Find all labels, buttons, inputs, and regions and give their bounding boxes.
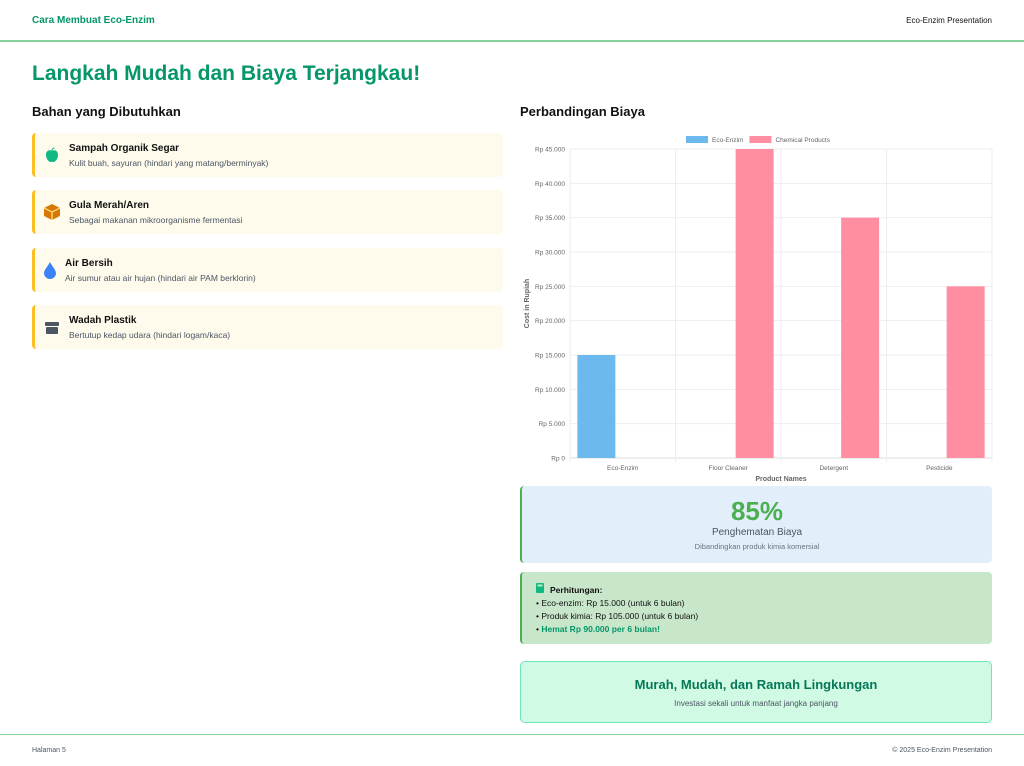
bar-eco-enzim (577, 355, 616, 458)
y-tick-label: Rp 45.000 (535, 147, 565, 154)
y-tick-label: Rp 40.000 (535, 181, 565, 188)
apple-icon (43, 146, 61, 164)
y-tick-label: Rp 10.000 (535, 387, 565, 394)
y-tick-label: Rp 15.000 (535, 353, 565, 360)
materials-heading: Bahan yang Dibutuhkan (32, 104, 181, 119)
material-title: Air Bersih (65, 257, 113, 269)
legend-label: Eco-Enzim (712, 137, 743, 144)
y-tick-label: Rp 25.000 (535, 284, 565, 291)
material-card: Wadah Plastik Bertutup kedap udara (hinda… (32, 305, 503, 349)
page-number: Halaman 5 (32, 747, 66, 754)
y-tick-label: Rp 20.000 (535, 318, 565, 325)
savings-stat: 85% Penghematan Biaya Dibandingkan produ… (520, 486, 992, 563)
bar-chemical-products (735, 149, 774, 458)
savings-value: 85% (730, 496, 784, 526)
x-tick-label: Floor Cleaner (709, 465, 749, 472)
header: Cara Membuat Eco-Enzim Eco-Enzim Present… (0, 0, 1024, 42)
copyright: © 2025 Eco-Enzim Presentation (892, 747, 992, 754)
header-title: Eco-Enzim Presentation (906, 15, 992, 25)
material-desc: Air sumur atau air hujan (hindari air PA… (65, 272, 256, 283)
material-card: Gula Merah/Aren Sebagai makanan mikroorga… (32, 190, 503, 234)
calculator-icon (536, 583, 544, 597)
page-title: Langkah Mudah dan Biaya Terjangkau! (32, 62, 421, 85)
y-tick-label: Rp 35.000 (535, 215, 565, 222)
material-desc: Kulit buah, sayuran (hindari yang matang… (69, 157, 269, 168)
y-tick-label: Rp 30.000 (535, 250, 565, 257)
x-axis-title: Product Names (755, 476, 806, 483)
savings-sub: Dibandingkan produk kimia komersial (694, 542, 820, 551)
bar-chemical-products (946, 286, 985, 458)
calculation-line: • Eco-enzim: Rp 15.000 (untuk 6 bulan) (536, 598, 685, 608)
x-tick-label: Eco-Enzim (607, 465, 638, 472)
conclusion-title: Murah, Mudah, dan Ramah Lingkungan (634, 677, 878, 692)
x-tick-label: Detergent (819, 465, 848, 472)
conclusion-sub: Investasi sekali untuk manfaat jangka pa… (674, 699, 838, 708)
material-card: Air Bersih Air sumur atau air hujan (hind… (32, 248, 503, 292)
legend-swatch (686, 136, 708, 143)
bar-chemical-products (841, 217, 880, 458)
x-tick-label: Pesticide (926, 465, 953, 472)
material-title: Gula Merah/Aren (69, 199, 150, 211)
y-axis-title: Cost in Rupiah (524, 279, 531, 328)
footer: Halaman 5 © 2025 Eco-Enzim Presentation (0, 734, 1024, 766)
calculation-box: Perhitungan: • Eco-enzim: Rp 15.000 (unt… (520, 572, 992, 644)
material-title: Sampah Organik Segar (69, 142, 180, 154)
savings-label: Penghematan Biaya (711, 527, 803, 538)
legend-label: Chemical Products (775, 137, 830, 144)
y-tick-label: Rp 5.000 (539, 421, 566, 428)
cost-comparison-chart: Rp 0 Rp 5.000 Rp 10.000 Rp 15.000 Rp 20.000 R… (524, 136, 993, 483)
material-desc: Bertutup kedap udara (hindari logam/kaca… (69, 329, 231, 340)
box-icon (43, 203, 61, 221)
container-icon (43, 318, 61, 336)
savings-highlight: Hemat Rp 90.000 per 6 bulan! (541, 624, 660, 634)
cost-heading: Perbandingan Biaya (520, 104, 645, 119)
water-drop-icon (43, 261, 57, 279)
calculation-line: • Produk kimia: Rp 105.000 (untuk 6 bula… (536, 611, 699, 621)
material-title: Wadah Plastik (69, 314, 137, 326)
y-tick-label: Rp 0 (551, 456, 565, 463)
material-desc: Sebagai makanan mikroorganisme fermentas… (69, 214, 243, 225)
calculation-title: Perhitungan: (550, 584, 603, 595)
brand: Cara Membuat Eco-Enzim (32, 14, 155, 26)
material-card: Sampah Organik Segar Kulit buah, sayuran … (32, 133, 503, 177)
conclusion-box: Murah, Mudah, dan Ramah Lingkungan Inves… (520, 661, 992, 723)
legend-swatch (749, 136, 772, 143)
